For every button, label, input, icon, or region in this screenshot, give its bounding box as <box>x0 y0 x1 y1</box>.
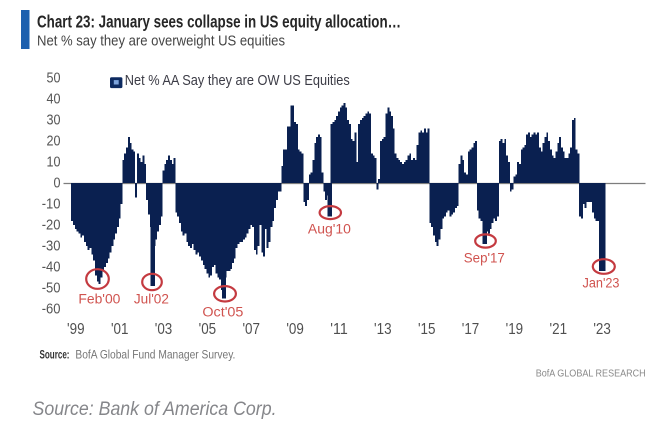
svg-text:Jul'02: Jul'02 <box>134 292 169 308</box>
svg-text:'07: '07 <box>242 321 260 338</box>
svg-text:'05: '05 <box>199 321 217 338</box>
svg-text:-30: -30 <box>42 238 61 254</box>
svg-text:Sep'17: Sep'17 <box>464 251 505 267</box>
svg-text:Oct'05: Oct'05 <box>202 305 243 321</box>
svg-text:20: 20 <box>47 133 61 149</box>
svg-text:Feb'00: Feb'00 <box>78 292 120 308</box>
svg-text:'09: '09 <box>286 321 304 338</box>
svg-text:'13: '13 <box>374 321 392 338</box>
svg-text:'15: '15 <box>418 321 436 338</box>
svg-text:'01: '01 <box>111 321 129 338</box>
svg-text:'99: '99 <box>67 321 85 338</box>
svg-text:Source: Bank of America Corp.: Source: Bank of America Corp. <box>33 398 277 420</box>
svg-text:'21: '21 <box>550 321 568 338</box>
svg-text:'11: '11 <box>330 321 348 338</box>
svg-text:Source:: Source: <box>40 348 70 362</box>
svg-text:'03: '03 <box>155 321 173 338</box>
svg-text:Chart 23: January sees collaps: Chart 23: January sees collapse in US eq… <box>37 12 401 32</box>
svg-text:Net % say they are overweight: Net % say they are overweight US equitie… <box>37 33 285 50</box>
svg-text:Aug'10: Aug'10 <box>308 222 351 238</box>
svg-text:'17: '17 <box>462 321 480 338</box>
svg-text:Net % AA Say they are OW US Eq: Net % AA Say they are OW US Equities <box>125 73 350 89</box>
svg-text:Jan'23: Jan'23 <box>583 276 620 292</box>
svg-text:0: 0 <box>54 175 61 191</box>
svg-text:10: 10 <box>47 154 61 170</box>
svg-text:50: 50 <box>47 70 61 86</box>
svg-text:40: 40 <box>47 91 61 107</box>
svg-text:BofA Global Fund Manager Surve: BofA Global Fund Manager Survey. <box>75 348 235 362</box>
svg-text:-40: -40 <box>42 259 61 275</box>
svg-text:-20: -20 <box>42 217 61 233</box>
svg-text:-10: -10 <box>42 196 61 212</box>
svg-text:BofA GLOBAL RESEARCH: BofA GLOBAL RESEARCH <box>536 369 646 380</box>
svg-text:30: 30 <box>47 112 61 128</box>
svg-text:-50: -50 <box>42 280 61 296</box>
svg-text:'19: '19 <box>506 321 524 338</box>
svg-text:'23: '23 <box>593 321 611 338</box>
svg-text:-60: -60 <box>42 301 61 317</box>
